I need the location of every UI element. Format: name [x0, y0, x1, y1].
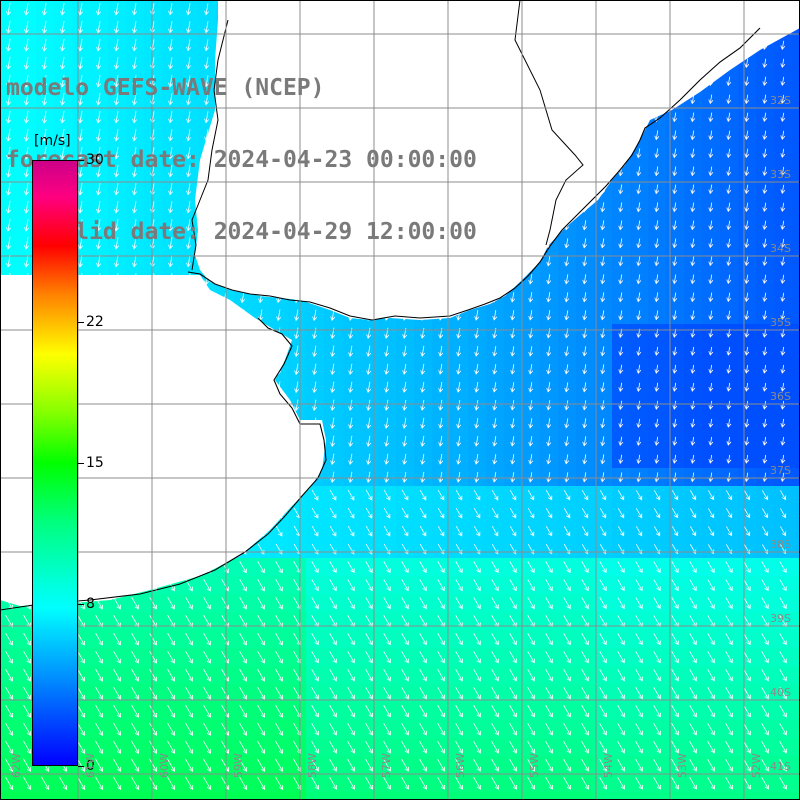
latitude-label: 40S — [770, 686, 791, 699]
colorbar-tick-mark — [78, 463, 84, 464]
latitude-label: 39S — [770, 612, 791, 625]
colorbar-tick-label: 30 — [86, 152, 104, 168]
longitude-label: 60W — [158, 753, 171, 778]
colorbar-tick-label: 8 — [86, 596, 95, 613]
longitude-label: 55W — [528, 753, 541, 778]
colorbar-tick-mark — [78, 321, 84, 323]
colorbar-unit: [m/s] — [34, 133, 71, 149]
longitude-label: 62W — [10, 753, 23, 778]
longitude-label: 54W — [602, 753, 615, 778]
coastline-west — [0, 317, 327, 611]
latitude-label: 41S — [770, 760, 791, 773]
coastline — [0, 0, 761, 611]
colorbar-tick-mark — [78, 604, 84, 606]
colorbar-tick-mark — [78, 160, 84, 161]
colorbar-tick-label: 0 — [86, 758, 95, 774]
longitude-label: 58W — [306, 753, 319, 778]
longitude-label: 53W — [676, 753, 689, 778]
latitude-label: 35S — [770, 316, 791, 329]
colorbar-tick-label: 22 — [86, 313, 104, 330]
latitude-label: 36S — [770, 390, 791, 403]
land-west — [0, 275, 326, 606]
land-north — [0, 0, 800, 320]
latitude-label: 32S — [770, 94, 791, 107]
colorbar-tick-label: 15 — [86, 455, 104, 471]
colorbar — [32, 160, 78, 766]
coastline-north — [187, 27, 761, 321]
border-line — [191, 0, 584, 271]
latitude-label: 38S — [770, 538, 791, 551]
colorbar-tick-mark — [78, 766, 84, 767]
longitude-label: 59W — [232, 753, 245, 778]
latitude-label: 37S — [770, 464, 791, 477]
title-model: modelo GEFS-WAVE (NCEP) — [6, 75, 325, 101]
latitude-label: 34S — [770, 242, 791, 255]
title-valid-date: valid date: 2024-04-29 12:00:00 — [6, 219, 477, 245]
land-mask — [0, 0, 800, 606]
latitude-label: 33S — [770, 168, 791, 181]
longitude-label: 56W — [454, 753, 467, 778]
longitude-label: 61W — [84, 753, 97, 778]
longitude-label: 57W — [380, 753, 393, 778]
longitude-label: 52W — [750, 753, 763, 778]
